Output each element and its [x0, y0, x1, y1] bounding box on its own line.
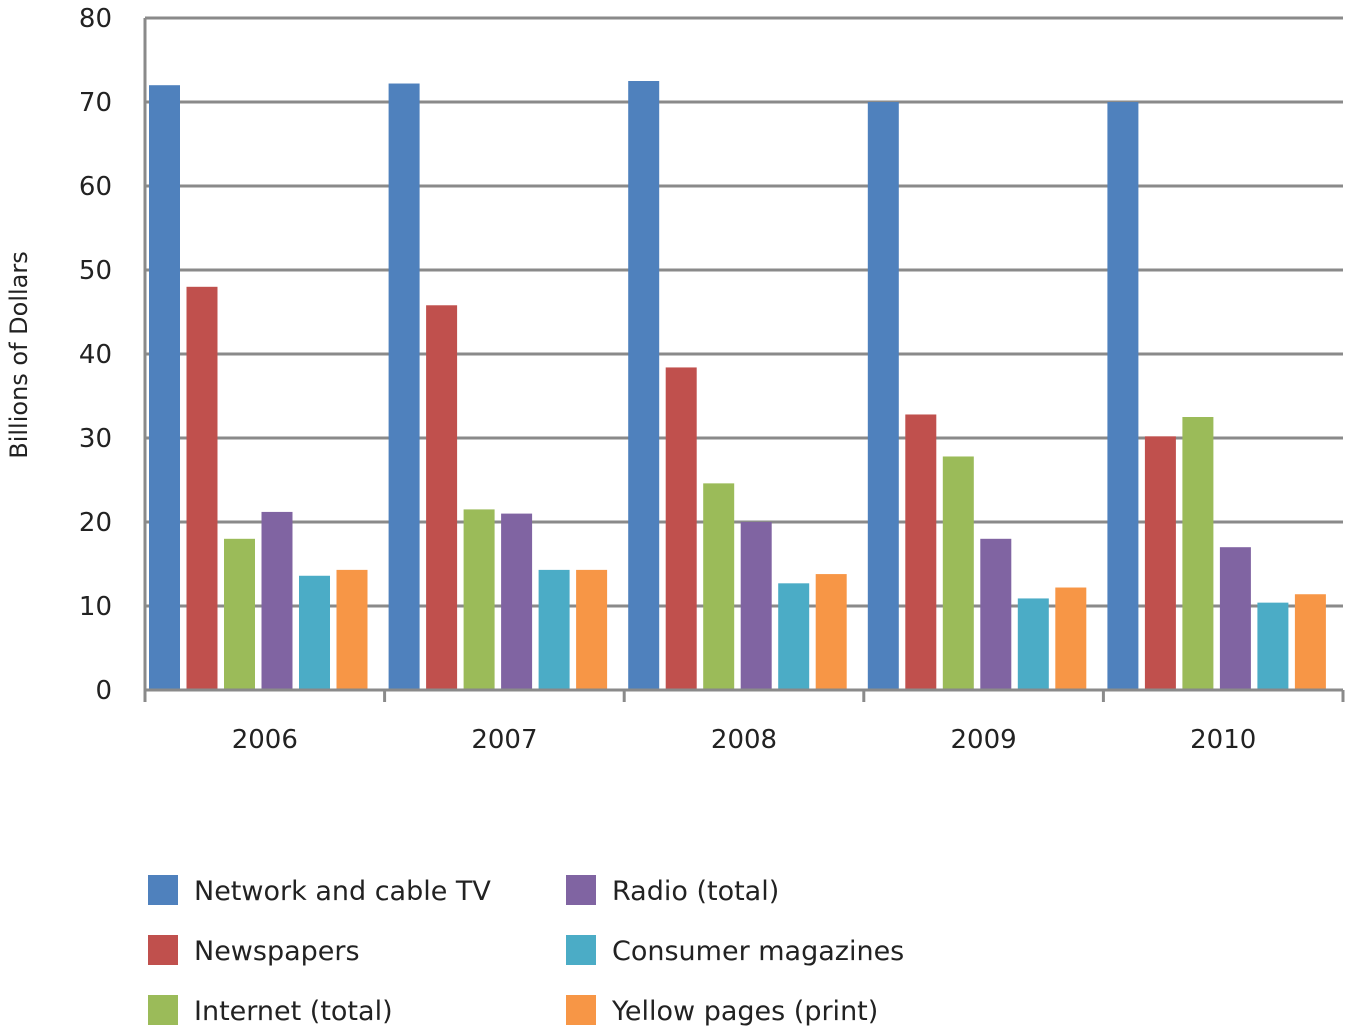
bar-2008-internet-total — [703, 483, 735, 690]
bar-2007-yellow-pages-print — [576, 569, 608, 690]
bar-2009-network-and-cable-tv — [867, 102, 899, 690]
y-tick-label: 20 — [79, 508, 112, 538]
gridlines — [145, 16, 1343, 608]
legend-label-yellow-pages-print: Yellow pages (print) — [611, 996, 878, 1027]
bar-2009-yellow-pages-print — [1055, 587, 1087, 690]
bar-2008-network-and-cable-tv — [628, 81, 660, 690]
bar-2009-newspapers — [905, 414, 937, 690]
bar-2006-consumer-magazines — [299, 575, 330, 690]
legend-swatch-newspapers — [148, 935, 178, 965]
x-tick-label: 2006 — [232, 725, 298, 755]
y-tick-label: 50 — [79, 256, 112, 286]
bar-2010-yellow-pages-print — [1294, 594, 1326, 690]
y-tick-label: 30 — [79, 424, 112, 454]
legend-swatch-yellow-pages-print — [566, 995, 596, 1025]
x-tick-label: 2009 — [951, 725, 1017, 755]
legend-swatch-network-and-cable-tv — [148, 875, 178, 905]
legend-swatch-internet-total — [148, 995, 178, 1025]
y-tick-label: 10 — [79, 592, 112, 622]
bar-2010-network-and-cable-tv — [1107, 102, 1139, 690]
bar-2007-network-and-cable-tv — [388, 83, 420, 690]
axes: 0 10 20 30 40 50 60 70 80 2006 2007 2008 2009 2010 Bil… — [5, 4, 1345, 755]
bar-2010-consumer-magazines — [1257, 602, 1289, 690]
bar-2009-consumer-magazines — [1017, 598, 1049, 690]
bar-2006-yellow-pages-print — [336, 569, 368, 690]
bar-2010-newspapers — [1144, 436, 1176, 690]
bars — [149, 81, 1326, 690]
bar-2008-yellow-pages-print — [815, 574, 847, 690]
legend-swatch-radio-total — [566, 875, 596, 905]
bar-2009-internet-total — [942, 456, 974, 690]
legend-label-radio-total: Radio (total) — [612, 876, 779, 907]
x-tick-label: 2010 — [1190, 725, 1256, 755]
bar-2006-internet-total — [224, 538, 255, 690]
bar-2006-newspapers — [186, 286, 218, 690]
bar-2008-radio-total — [740, 522, 772, 690]
y-tick-label: 80 — [79, 4, 112, 34]
bar-2006-network-and-cable-tv — [149, 85, 180, 690]
bar-2008-consumer-magazines — [778, 583, 810, 690]
bar-2008-newspapers — [665, 367, 697, 690]
x-tick-label: 2007 — [471, 725, 537, 755]
bar-2007-newspapers — [426, 305, 458, 690]
y-tick-label: 0 — [95, 676, 112, 706]
legend-label-consumer-magazines: Consumer magazines — [612, 936, 904, 967]
legend: Network and cable TV Newspapers Internet (… — [148, 875, 904, 1027]
legend-swatch-consumer-magazines — [566, 935, 596, 965]
legend-label-internet-total: Internet (total) — [194, 996, 393, 1027]
x-tick-label: 2008 — [711, 725, 777, 755]
bar-2007-internet-total — [463, 509, 495, 690]
bar-2007-radio-total — [501, 513, 533, 690]
y-tick-label: 40 — [79, 340, 112, 370]
bar-2007-consumer-magazines — [538, 569, 570, 690]
y-axis-title: Billions of Dollars — [5, 251, 33, 459]
bar-2010-internet-total — [1182, 417, 1214, 690]
legend-label-network-and-cable-tv: Network and cable TV — [194, 876, 491, 907]
bar-2006-radio-total — [261, 511, 293, 690]
bar-2010-radio-total — [1219, 547, 1251, 690]
bar-2009-radio-total — [980, 538, 1012, 690]
y-tick-label: 60 — [79, 172, 112, 202]
legend-label-newspapers: Newspapers — [194, 936, 360, 967]
y-tick-label: 70 — [79, 88, 112, 118]
